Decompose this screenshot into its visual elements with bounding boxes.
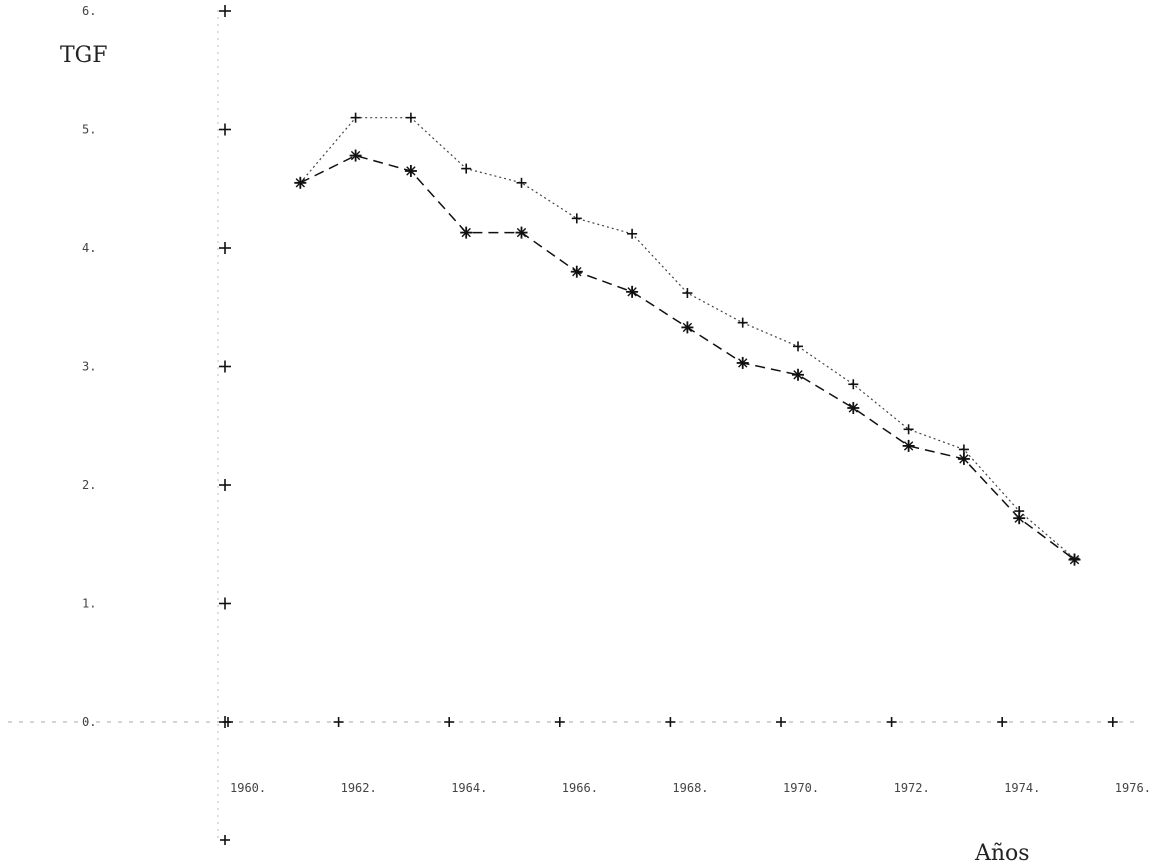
series-1-point-13-d2 <box>1014 513 1024 523</box>
y-tick-label-1: 1. <box>82 597 96 611</box>
x-tick-label-2: 1964. <box>451 781 487 795</box>
series-group <box>294 112 1081 566</box>
series-1-point-14-d2 <box>1069 554 1080 565</box>
series-0-point-11 <box>903 424 914 435</box>
series-1-point-9-d2 <box>793 370 803 380</box>
y-tick-5 <box>219 123 231 136</box>
series-1-point-0-d2 <box>295 178 305 188</box>
y-tick-label-2: 2. <box>82 478 96 492</box>
x-tick-label-8: 1976. <box>1115 781 1151 795</box>
series-0-line <box>299 117 1075 559</box>
series-0-point-6 <box>627 228 638 239</box>
y-tick-label-0: 0. <box>82 715 96 729</box>
x-tick-8 <box>1107 717 1118 727</box>
x-tick-label-7: 1974. <box>1004 781 1040 795</box>
x-tick-4 <box>665 717 676 727</box>
series-0-point-7 <box>682 288 693 299</box>
series-0-point-3 <box>461 163 472 174</box>
series-1-point-3-d2 <box>461 227 471 238</box>
series-0-point-9 <box>793 341 803 352</box>
series-1-point-7 <box>681 321 694 334</box>
series-0-point-5 <box>571 213 582 224</box>
series-0-point-2 <box>405 112 416 123</box>
series-1-point-9 <box>792 368 804 381</box>
y-axis-title: TGF <box>60 43 108 68</box>
x-tick-label-4: 1968. <box>672 781 708 795</box>
series-1-point-4 <box>515 226 528 239</box>
series-0-point-1 <box>350 112 361 123</box>
x-tick-1 <box>333 717 344 727</box>
series-0-point-8 <box>737 317 748 328</box>
y-tick-2 <box>219 479 231 491</box>
series-1-point-7-d2 <box>682 322 693 333</box>
y-tick-label-6: 6. <box>82 4 96 18</box>
series-1-point-14 <box>1068 553 1081 566</box>
series-1-point-1-d2 <box>350 150 361 161</box>
series-1-point-6 <box>626 285 639 298</box>
x-tick-label-0: 1960. <box>230 781 266 795</box>
series-0-point-4 <box>516 177 527 188</box>
y-tick-label-5: 5. <box>82 123 96 137</box>
x-tick-label-1: 1962. <box>341 781 377 795</box>
series-1-point-3 <box>460 226 473 239</box>
x-tick-3 <box>554 717 565 727</box>
series-1-point-10-d2 <box>848 403 858 413</box>
series-1-point-5-d2 <box>572 267 582 277</box>
x-axis-bottom-tick <box>220 835 230 845</box>
x-tick-0 <box>223 717 233 727</box>
y-tick-3 <box>219 360 231 373</box>
y-tick-4 <box>219 242 231 254</box>
y-tick-6 <box>219 5 231 17</box>
series-1-point-8 <box>736 356 749 369</box>
series-1-point-11 <box>902 439 915 452</box>
x-tick-5 <box>776 717 786 727</box>
x-tick-6 <box>886 717 897 727</box>
series-1-point-4-d2 <box>516 227 527 238</box>
series-1-point-13 <box>1013 512 1026 525</box>
series-1-point-5 <box>570 265 583 278</box>
series-0-point-12 <box>958 444 969 455</box>
x-ticks: 1960. 1962. 1964. 1966. 1968. 1970. 1972. 1974.… <box>220 717 1151 845</box>
series-1-point-0 <box>294 176 307 189</box>
y-tick-1 <box>219 597 231 610</box>
y-ticks: 0. 1. 2. 3. 4. 5. 6. <box>82 4 231 729</box>
x-tick-7 <box>997 717 1008 727</box>
series-1-point-2-d2 <box>406 166 416 176</box>
series-1-point-10 <box>847 401 860 414</box>
x-tick-label-6: 1972. <box>894 781 930 795</box>
x-tick-label-3: 1966. <box>562 781 598 795</box>
series-1-point-12 <box>957 452 970 465</box>
series-1-line <box>299 154 1075 561</box>
series-0-point-10 <box>848 379 859 390</box>
series-1-point-12-d2 <box>959 454 969 464</box>
x-tick-label-5: 1970. <box>783 781 819 795</box>
series-1-point-1 <box>349 149 362 162</box>
series-1-point-2 <box>404 164 417 177</box>
series-1-point-6-d2 <box>627 287 637 297</box>
x-axis-title: Años <box>974 841 1030 866</box>
x-tick-2 <box>444 717 455 727</box>
series-1-point-11-d2 <box>903 441 914 451</box>
series-1-point-8-d2 <box>738 358 748 368</box>
y-tick-label-3: 3. <box>82 360 96 374</box>
y-tick-label-4: 4. <box>82 241 96 255</box>
